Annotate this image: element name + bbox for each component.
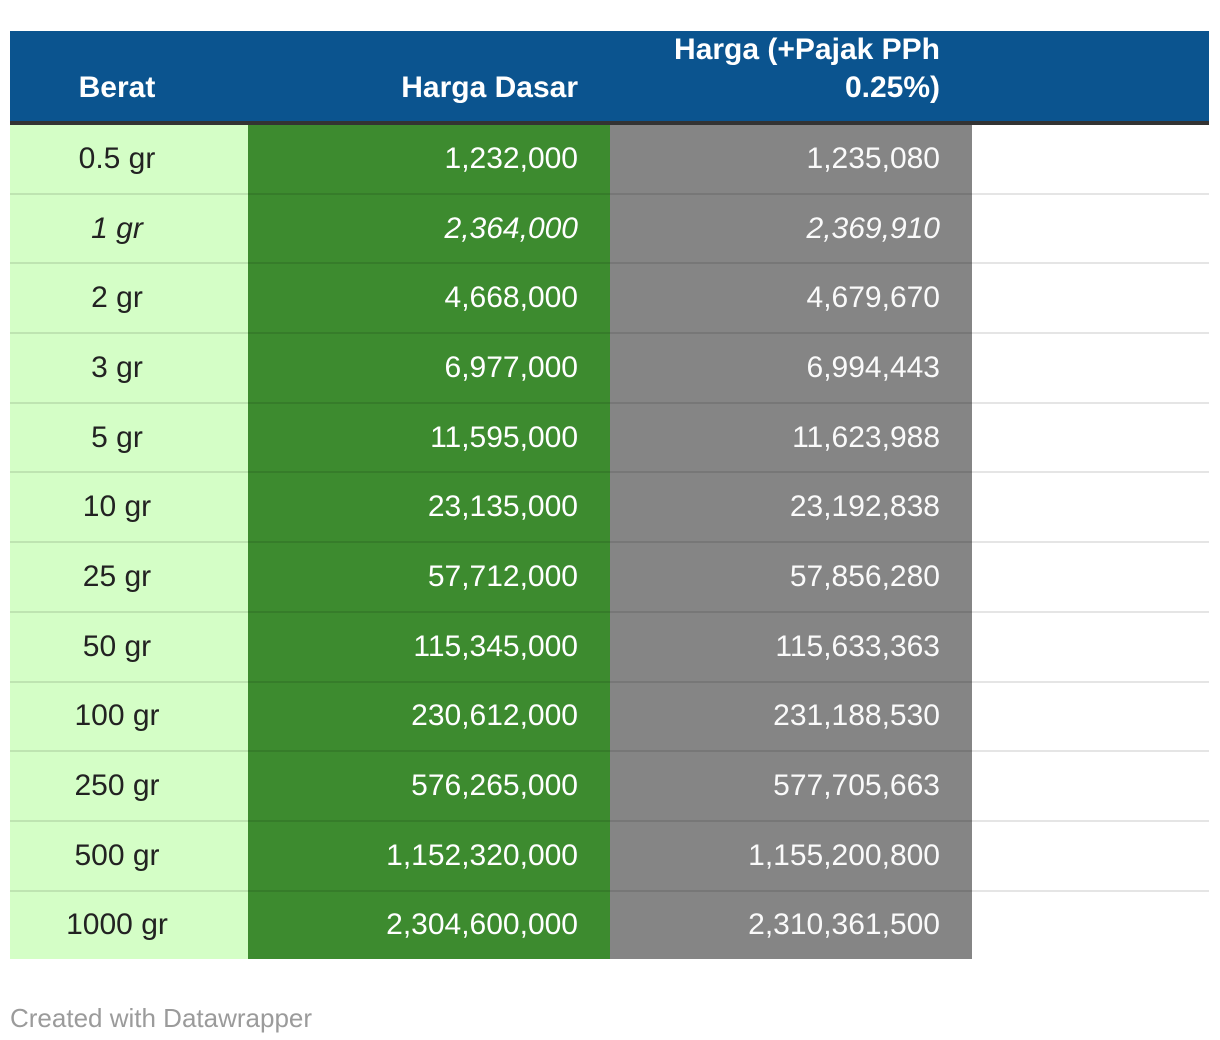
table-row: 1 gr 2,364,000 2,369,910 xyxy=(10,192,1209,264)
column-header-spacer xyxy=(972,31,1209,125)
cell-spacer xyxy=(972,750,1209,821)
cell-spacer xyxy=(972,123,1209,194)
cell-berat: 500 gr xyxy=(10,819,248,891)
cell-spacer xyxy=(972,192,1209,264)
column-header-harga-dasar: Harga Dasar xyxy=(248,31,610,125)
table-row: 250 gr 576,265,000 577,705,663 xyxy=(10,750,1209,821)
table-row: 3 gr 6,977,000 6,994,443 xyxy=(10,332,1209,403)
cell-berat: 10 gr xyxy=(10,471,248,543)
cell-harga-dasar: 2,304,600,000 xyxy=(248,889,610,960)
cell-harga-dasar: 2,364,000 xyxy=(248,192,610,264)
cell-harga-dasar: 1,152,320,000 xyxy=(248,819,610,891)
table-row: 25 gr 57,712,000 57,856,280 xyxy=(10,541,1209,612)
cell-spacer xyxy=(972,332,1209,403)
cell-harga-pajak: 1,155,200,800 xyxy=(610,819,972,891)
column-header-harga-pajak: Harga (+Pajak PPh 0.25%) xyxy=(610,31,972,125)
cell-harga-dasar: 23,135,000 xyxy=(248,471,610,543)
column-header-berat: Berat xyxy=(10,31,248,125)
table-row: 5 gr 11,595,000 11,623,988 xyxy=(10,401,1209,473)
cell-spacer xyxy=(972,401,1209,473)
cell-harga-dasar: 6,977,000 xyxy=(248,332,610,403)
price-table-container: Berat Harga Dasar Harga (+Pajak PPh 0.25… xyxy=(10,31,1209,960)
cell-harga-pajak: 2,369,910 xyxy=(610,192,972,264)
cell-berat: 5 gr xyxy=(10,401,248,473)
cell-berat: 2 gr xyxy=(10,262,248,334)
cell-spacer xyxy=(972,471,1209,543)
cell-harga-dasar: 11,595,000 xyxy=(248,401,610,473)
cell-harga-pajak: 6,994,443 xyxy=(610,332,972,403)
cell-spacer xyxy=(972,262,1209,334)
cell-berat: 3 gr xyxy=(10,332,248,403)
table-row: 500 gr 1,152,320,000 1,155,200,800 xyxy=(10,819,1209,891)
cell-harga-pajak: 115,633,363 xyxy=(610,610,972,682)
cell-harga-dasar: 4,668,000 xyxy=(248,262,610,334)
cell-harga-dasar: 57,712,000 xyxy=(248,541,610,612)
cell-harga-pajak: 11,623,988 xyxy=(610,401,972,473)
cell-harga-pajak: 57,856,280 xyxy=(610,541,972,612)
cell-berat: 1 gr xyxy=(10,192,248,264)
table-row: 2 gr 4,668,000 4,679,670 xyxy=(10,262,1209,334)
table-row: 100 gr 230,612,000 231,188,530 xyxy=(10,680,1209,752)
cell-berat: 100 gr xyxy=(10,680,248,752)
table-header: Berat Harga Dasar Harga (+Pajak PPh 0.25… xyxy=(10,31,1209,125)
cell-berat: 0.5 gr xyxy=(10,123,248,194)
cell-berat: 1000 gr xyxy=(10,889,248,960)
header-row: Berat Harga Dasar Harga (+Pajak PPh 0.25… xyxy=(10,31,1209,125)
cell-harga-dasar: 115,345,000 xyxy=(248,610,610,682)
cell-harga-pajak: 4,679,670 xyxy=(610,262,972,334)
gold-price-table: Berat Harga Dasar Harga (+Pajak PPh 0.25… xyxy=(10,31,1209,960)
cell-harga-dasar: 1,232,000 xyxy=(248,123,610,194)
cell-harga-dasar: 230,612,000 xyxy=(248,680,610,752)
table-row: 10 gr 23,135,000 23,192,838 xyxy=(10,471,1209,543)
table-row: 1000 gr 2,304,600,000 2,310,361,500 xyxy=(10,889,1209,960)
cell-berat: 25 gr xyxy=(10,541,248,612)
cell-berat: 50 gr xyxy=(10,610,248,682)
table-body: 0.5 gr 1,232,000 1,235,080 1 gr 2,364,000 2,3… xyxy=(10,123,1209,960)
cell-spacer xyxy=(972,610,1209,682)
cell-harga-pajak: 2,310,361,500 xyxy=(610,889,972,960)
cell-spacer xyxy=(972,819,1209,891)
cell-harga-pajak: 1,235,080 xyxy=(610,123,972,194)
table-row: 50 gr 115,345,000 115,633,363 xyxy=(10,610,1209,682)
cell-harga-pajak: 231,188,530 xyxy=(610,680,972,752)
cell-harga-pajak: 577,705,663 xyxy=(610,750,972,821)
cell-berat: 250 gr xyxy=(10,750,248,821)
cell-harga-pajak: 23,192,838 xyxy=(610,471,972,543)
cell-spacer xyxy=(972,680,1209,752)
cell-spacer xyxy=(972,889,1209,960)
cell-harga-dasar: 576,265,000 xyxy=(248,750,610,821)
cell-spacer xyxy=(972,541,1209,612)
table-row: 0.5 gr 1,232,000 1,235,080 xyxy=(10,123,1209,194)
datawrapper-attribution-link[interactable]: Created with Datawrapper xyxy=(10,1003,313,1033)
